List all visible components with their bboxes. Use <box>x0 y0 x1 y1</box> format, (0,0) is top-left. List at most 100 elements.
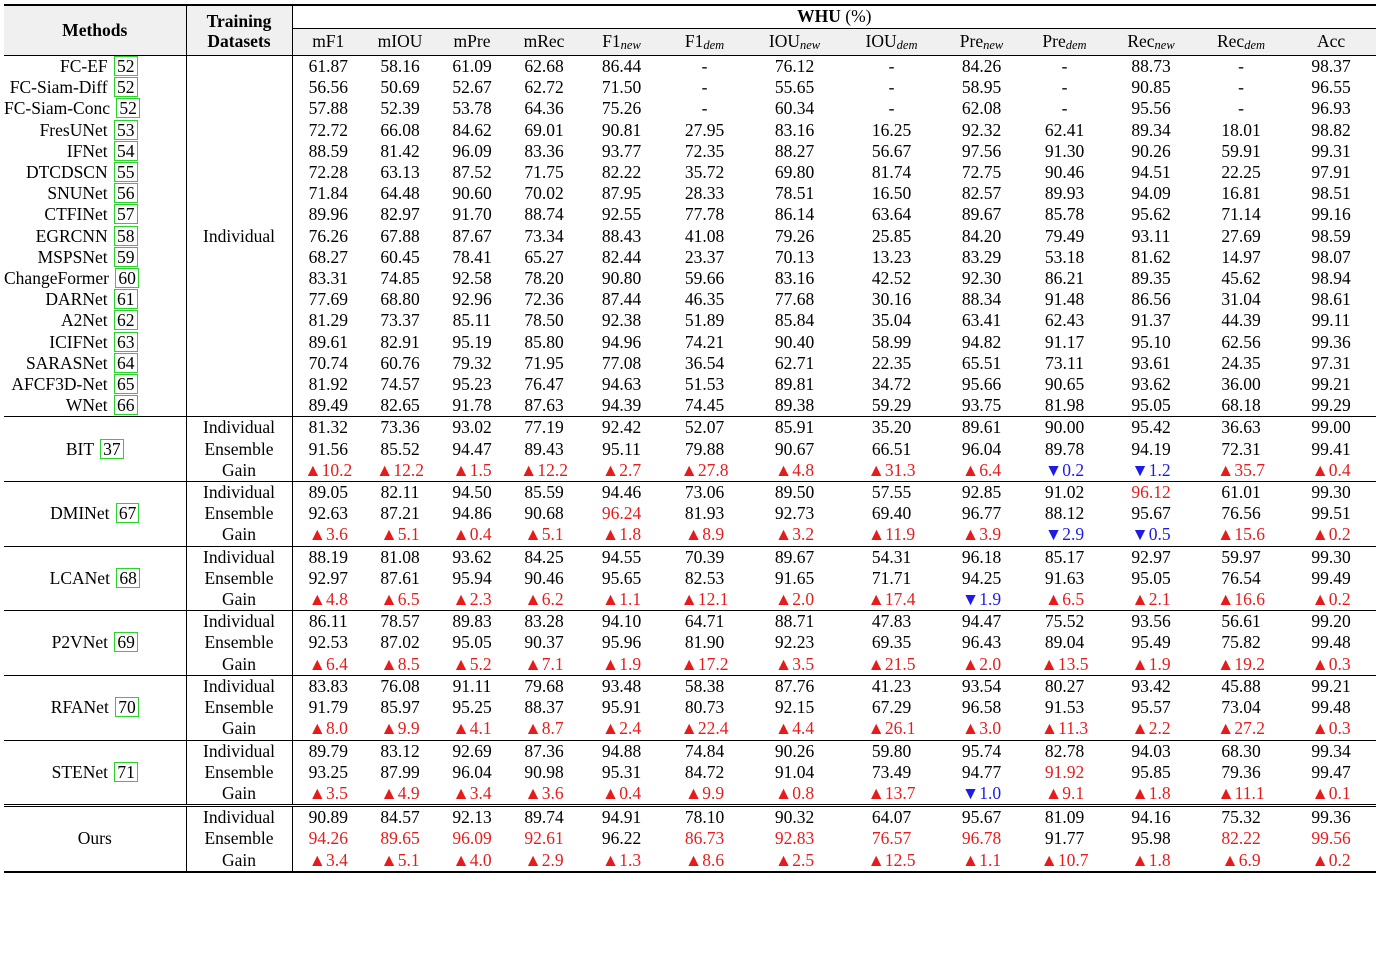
citation-link[interactable]: 62 <box>114 310 138 331</box>
value-cell: 87.36 <box>524 740 564 761</box>
citation-link[interactable]: 65 <box>114 374 138 395</box>
table-row: Gain ▲3.6 ▲5.1 ▲0.4 ▲5.1 ▲1.8 ▲8.9 ▲3.2 ▲11.9 ▲3.… <box>4 524 1376 547</box>
citation-link[interactable]: 56 <box>114 183 138 204</box>
citation-link[interactable]: 68 <box>116 567 140 588</box>
value-cell: 96.93 <box>1311 98 1351 119</box>
value-cell: 76.54 <box>1221 567 1261 588</box>
value-cell: 52.07 <box>684 417 725 438</box>
value-cell: - <box>1061 98 1068 119</box>
citation-link[interactable]: 37 <box>100 438 124 459</box>
value-cell: 85.78 <box>1044 204 1085 225</box>
value-cell: 94.46 <box>601 482 642 503</box>
value-cell: 73.11 <box>1045 352 1084 373</box>
value-cell: 99.36 <box>1311 331 1351 352</box>
citation-link[interactable]: 66 <box>114 395 138 416</box>
value-cell: 45.88 <box>1221 675 1261 696</box>
value-cell: 66.51 <box>871 438 912 459</box>
citation-link[interactable]: 61 <box>114 289 138 310</box>
citation-link[interactable]: 60 <box>115 268 139 289</box>
gain-cell: ▲3.6 <box>308 524 348 545</box>
gain-cell: ▲4.9 <box>380 782 420 803</box>
value-cell: 83.16 <box>774 268 815 289</box>
value-cell: 27.95 <box>684 119 725 140</box>
citation-link[interactable]: 59 <box>114 246 138 267</box>
value-cell: 89.65 <box>380 828 420 849</box>
value-cell: 79.49 <box>1044 225 1085 246</box>
method-cell: STENet 71 <box>4 740 187 806</box>
citation-link[interactable]: 57 <box>114 204 138 225</box>
citation-link[interactable]: 70 <box>115 697 139 718</box>
method-name: LCANet <box>49 567 110 588</box>
value-cell: 79.36 <box>1221 761 1261 782</box>
row-type-label: Ensemble <box>186 697 293 719</box>
citation-link[interactable]: 55 <box>114 162 138 183</box>
method-name: AFCF3D-Net <box>11 374 108 395</box>
method-name: ChangeFormer <box>4 268 109 289</box>
value-cell: 59.91 <box>1221 140 1261 161</box>
metric-name: Pre <box>1042 31 1066 52</box>
gain-cell: ▲9.9 <box>684 782 725 803</box>
value-cell: 81.93 <box>684 503 725 524</box>
value-cell: 67.88 <box>380 225 420 246</box>
citation-link[interactable]: 64 <box>114 352 138 373</box>
citation-link[interactable]: 63 <box>114 331 138 352</box>
value-cell: 94.09 <box>1131 183 1171 204</box>
value-cell: 42.52 <box>871 268 912 289</box>
value-cell: 96.58 <box>961 697 1002 718</box>
value-cell: 93.54 <box>961 675 1002 696</box>
value-cell: 92.42 <box>601 417 642 438</box>
metric-header: IOUnew <box>746 28 843 56</box>
value-cell: 25.85 <box>871 225 912 246</box>
value-cell: 95.94 <box>452 567 492 588</box>
value-cell: 84.26 <box>961 56 1002 76</box>
value-cell: 99.36 <box>1311 807 1351 828</box>
gain-cell: ▲17.4 <box>867 589 916 610</box>
citation-link[interactable]: 52 <box>116 98 140 119</box>
value-cell: 72.75 <box>961 162 1002 183</box>
gain-cell: ▲1.9 <box>1131 653 1171 674</box>
method-cell: DTCDSCN 55 <box>4 162 187 184</box>
citation-link[interactable]: 67 <box>115 503 140 524</box>
value-cell: 36.00 <box>1221 374 1261 395</box>
value-cell: 82.22 <box>1221 828 1261 849</box>
gain-cell: ▲10.2 <box>304 459 353 480</box>
value-cell: 91.02 <box>1044 482 1085 503</box>
value-cell: 78.41 <box>452 246 492 267</box>
value-cell: 87.44 <box>601 289 642 310</box>
table-row: Ensemble 92.63 87.21 94.86 90.68 96.24 81.93 92… <box>4 503 1376 525</box>
value-cell: 95.05 <box>452 632 492 653</box>
value-cell: 95.49 <box>1131 632 1171 653</box>
gain-cell: ▲12.2 <box>520 459 568 480</box>
value-cell: - <box>1238 77 1244 98</box>
value-cell: 99.41 <box>1311 438 1351 459</box>
citation-link[interactable]: 71 <box>114 761 138 782</box>
value-cell: 96.09 <box>452 140 492 161</box>
value-cell: 56.56 <box>308 77 348 98</box>
table-row: Gain ▲3.5 ▲4.9 ▲3.4 ▲3.6 ▲0.4 ▲9.9 ▲0.8 ▲13.7 ▼1.… <box>4 782 1376 806</box>
gain-cell: ▲1.8 <box>601 524 642 545</box>
citation-link[interactable]: 58 <box>114 225 138 246</box>
row-type-label: Ensemble <box>186 567 293 590</box>
citation-link[interactable]: 53 <box>114 119 138 140</box>
method-cell: FC-EF 52 <box>4 55 187 78</box>
method-cell: LCANet 68 <box>4 546 187 611</box>
citation-link[interactable]: 69 <box>114 632 138 653</box>
table-row: Ensemble 91.56 85.52 94.47 89.43 95.11 79.88 90… <box>4 438 1376 460</box>
citation-link[interactable]: 52 <box>114 77 138 98</box>
metric-name: mIOU <box>377 31 423 52</box>
method-name: MSPSNet <box>37 246 108 267</box>
gain-cell: ▲9.9 <box>380 718 420 739</box>
gain-cell: ▼2.9 <box>1044 524 1085 545</box>
value-cell: 86.11 <box>308 611 348 632</box>
value-cell: 95.66 <box>961 374 1002 395</box>
metric-subscript: new <box>620 38 641 53</box>
citation-link[interactable]: 54 <box>114 140 138 161</box>
citation-link[interactable]: 52 <box>114 56 138 76</box>
value-cell: 88.43 <box>601 225 642 246</box>
value-cell: 91.04 <box>774 761 815 782</box>
value-cell: 89.83 <box>452 611 492 632</box>
value-cell: 95.98 <box>1131 828 1171 849</box>
value-cell: 92.97 <box>1131 546 1171 567</box>
value-cell: 36.54 <box>684 352 725 373</box>
value-cell: 16.25 <box>871 119 912 140</box>
